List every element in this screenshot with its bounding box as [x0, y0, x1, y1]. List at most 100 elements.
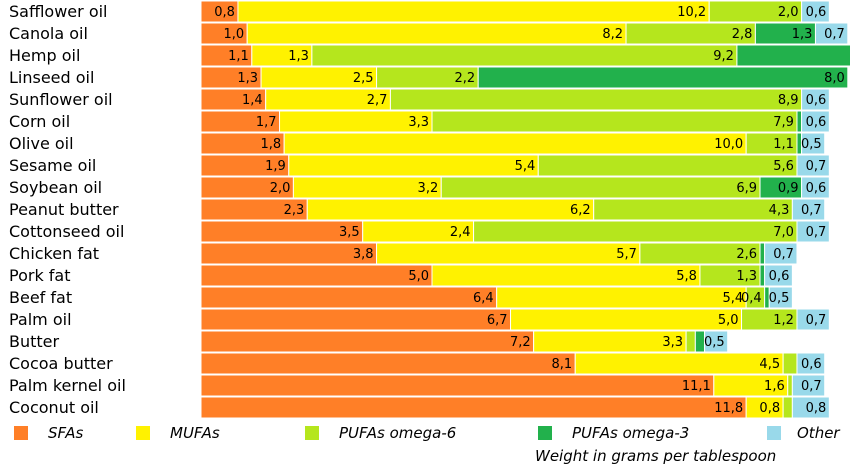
category-label: Palm oil	[9, 310, 72, 329]
bar-segment	[704, 330, 729, 353]
data-label: 0,6	[806, 5, 827, 20]
data-label: 1,2	[773, 313, 794, 328]
category-label: Pork fat	[9, 266, 71, 285]
data-label: 1,3	[288, 49, 309, 64]
data-label: 10,0	[714, 137, 743, 152]
legend-swatch	[136, 426, 150, 440]
data-label: 6,9	[736, 181, 757, 196]
data-label: 3,5	[339, 225, 360, 240]
legend: SFAs MUFAs PUFAs omega-6 PUFAs omega-3 O…	[0, 424, 850, 446]
category-label: Chicken fat	[9, 244, 99, 263]
legend-swatch	[14, 426, 28, 440]
legend-label: PUFAs omega-6	[339, 424, 457, 442]
data-label: 0,7	[806, 313, 827, 328]
bar-segment	[200, 352, 576, 375]
bar-segment	[796, 110, 803, 133]
bar-segment	[791, 198, 826, 221]
stacked-bar-chart: Safflower oil 0,8 10,2 2,0 0,6 Canola oil 1,0 8…	[9, 0, 850, 419]
category-label: Beef fat	[9, 288, 72, 307]
category-label: Butter	[9, 332, 60, 351]
data-label: 3,3	[408, 115, 429, 130]
category-label: Canola oil	[9, 24, 88, 43]
category-label: Peanut butter	[9, 200, 119, 219]
category-label: Olive oil	[9, 134, 74, 153]
data-label: 0,8	[806, 401, 827, 416]
bar-segment	[796, 352, 826, 375]
bar-segment	[283, 132, 747, 155]
data-label: 10,2	[677, 5, 706, 20]
bar-segment	[389, 88, 803, 111]
data-label: 1,3	[736, 269, 757, 284]
data-label: 11,1	[682, 379, 711, 394]
data-label: 0,7	[801, 203, 822, 218]
data-label: 1,9	[265, 159, 286, 174]
bar-segment	[473, 220, 798, 243]
bar-segment	[796, 220, 830, 243]
data-label: 5,0	[718, 313, 739, 328]
data-label: 0,8	[214, 5, 235, 20]
bar-segment	[801, 132, 826, 155]
data-label: 1,6	[764, 379, 785, 394]
data-label: 2,3	[284, 203, 305, 218]
bar-segment	[496, 286, 747, 309]
bar-segment	[782, 352, 798, 375]
data-label: 1,1	[228, 49, 249, 64]
data-label: 0,7	[806, 225, 827, 240]
bar-segment	[759, 264, 766, 287]
category-label: Cocoa butter	[9, 354, 113, 373]
category-label: Coconut oil	[9, 398, 99, 417]
legend-label: SFAs	[48, 424, 84, 442]
category-label: Hemp oil	[9, 46, 80, 65]
data-label: 2,2	[455, 71, 476, 86]
data-label: 8,2	[602, 27, 623, 42]
data-label: 0,7	[801, 379, 822, 394]
bar-segment	[431, 264, 701, 287]
legend-item-mufas: MUFAs	[136, 424, 220, 442]
legend-swatch	[767, 426, 781, 440]
data-label: 8,9	[778, 93, 799, 108]
data-label: 8,1	[552, 357, 573, 372]
data-label: 0,9	[778, 181, 799, 196]
bar-segment	[685, 330, 696, 353]
data-label: 0,6	[806, 181, 827, 196]
data-label: 6,7	[487, 313, 508, 328]
data-label: 8,0	[824, 71, 845, 86]
data-label: 0,6	[806, 115, 827, 130]
category-label: Safflower oil	[9, 2, 108, 21]
legend-item-omega3: PUFAs omega-3	[538, 424, 689, 442]
data-label: 11,8	[714, 401, 743, 416]
data-label: 3,3	[662, 335, 683, 350]
bar-segment	[200, 286, 498, 309]
bar-segment	[787, 374, 793, 397]
category-label: Linseed oil	[9, 68, 94, 87]
data-label: 2,4	[450, 225, 471, 240]
bar-segment	[376, 242, 641, 265]
bar-segment	[574, 352, 784, 375]
data-label: 0,8	[759, 401, 780, 416]
category-label: Soybean oil	[9, 178, 102, 197]
bar-segment	[801, 0, 830, 23]
category-label: Palm kernel oil	[9, 376, 126, 395]
data-label: 5,4	[515, 159, 536, 174]
legend-swatch	[305, 426, 319, 440]
bar-segment	[200, 264, 433, 287]
data-label: 0,6	[801, 357, 822, 372]
data-label: 5,0	[408, 269, 429, 284]
bar-segment	[782, 396, 793, 419]
data-label: 0,5	[704, 335, 725, 350]
data-label: 0,6	[806, 93, 827, 108]
data-label: 2,0	[778, 5, 799, 20]
bar-segment	[237, 0, 710, 23]
data-label: 0,7	[806, 159, 827, 174]
data-label: 7,0	[773, 225, 794, 240]
bar-segment	[801, 88, 830, 111]
bar-segment	[791, 396, 830, 419]
bar-segment	[440, 176, 761, 199]
data-label: 1,3	[792, 27, 813, 42]
bar-segment	[306, 198, 595, 221]
data-label: 5,4	[722, 291, 743, 306]
data-label: 5,7	[616, 247, 637, 262]
bar-segment	[200, 308, 512, 331]
bar-segment	[768, 286, 793, 309]
data-label: 2,8	[732, 27, 753, 42]
